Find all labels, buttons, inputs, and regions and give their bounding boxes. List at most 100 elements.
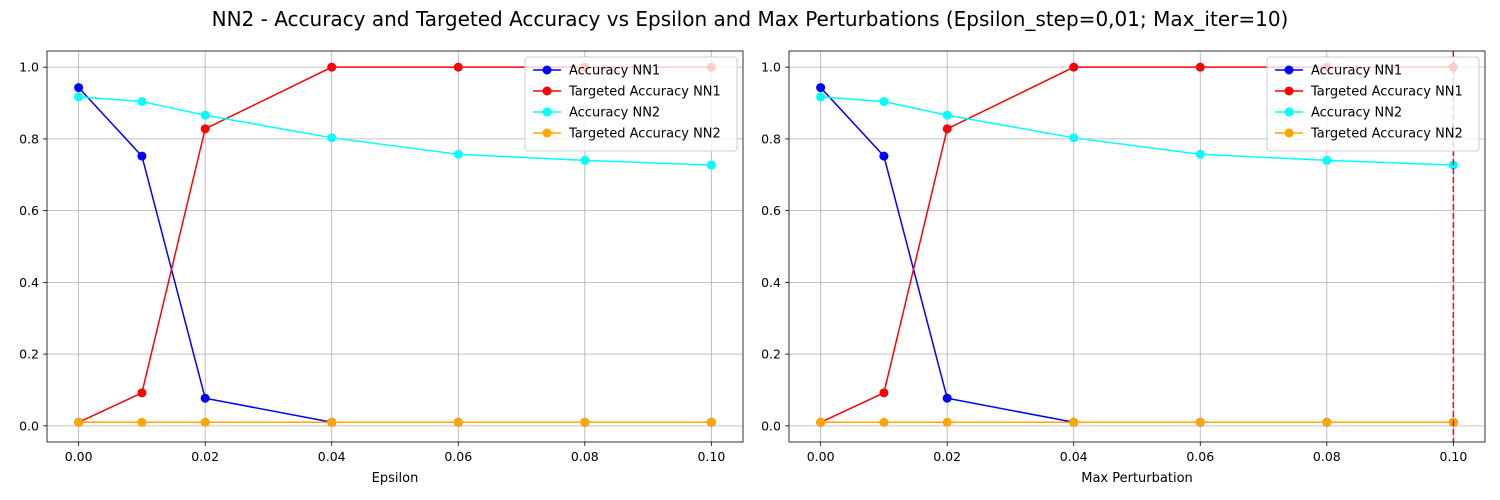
legend-swatch-marker [1284, 107, 1294, 117]
data-point [816, 417, 826, 427]
data-point [327, 133, 337, 143]
data-point [74, 417, 84, 427]
legend-swatch-marker [542, 65, 552, 75]
data-point [879, 388, 889, 398]
legend-swatch-marker [542, 86, 552, 96]
x-tick-label: 0.06 [1186, 449, 1214, 464]
data-point [1195, 62, 1205, 72]
x-tick-label: 0.00 [807, 449, 835, 464]
legend-label: Targeted Accuracy NN2 [568, 127, 721, 142]
y-tick-label: 0.8 [19, 131, 39, 146]
data-point [1322, 417, 1332, 427]
series-accuracy-nn2 [74, 92, 716, 170]
data-point [327, 62, 337, 72]
data-point [942, 417, 952, 427]
data-point [879, 97, 889, 107]
data-point [1322, 155, 1332, 165]
legend-box [1266, 56, 1480, 152]
legend-swatch-marker [1284, 86, 1294, 96]
data-point [816, 92, 826, 102]
legend-item: Accuracy NN1 [533, 64, 660, 79]
legend-swatch-marker [542, 107, 552, 117]
plot-frame [788, 50, 1486, 443]
data-point [879, 417, 889, 427]
x-tick-label: 0.08 [1313, 449, 1341, 464]
data-point [137, 388, 147, 398]
x-tick-label: 0.04 [318, 449, 346, 464]
data-point [706, 160, 716, 170]
data-point [1195, 417, 1205, 427]
data-point [137, 151, 147, 161]
legend-box [524, 56, 738, 152]
y-tick-label: 0.0 [761, 418, 781, 433]
data-point [816, 83, 826, 93]
legend-label: Accuracy NN2 [569, 106, 660, 121]
legend-label: Targeted Accuracy NN2 [1310, 127, 1463, 142]
data-point [1448, 160, 1458, 170]
figure-title: NN2 - Accuracy and Targeted Accuracy vs … [212, 7, 1289, 31]
legend-label: Accuracy NN1 [1311, 64, 1402, 79]
data-point [74, 83, 84, 93]
x-tick-label: 0.10 [1439, 449, 1467, 464]
legend-item: Targeted Accuracy NN2 [1275, 127, 1463, 142]
x-axis-label: Epsilon [372, 471, 419, 486]
data-point [1195, 149, 1205, 159]
data-point [137, 97, 147, 107]
legend-swatch-marker [1284, 128, 1294, 138]
legend-item: Targeted Accuracy NN1 [1275, 85, 1463, 100]
data-point [942, 393, 952, 403]
data-point [580, 417, 590, 427]
legend-item: Accuracy NN1 [1275, 64, 1402, 79]
x-tick-label: 0.06 [444, 449, 472, 464]
y-tick-label: 1.0 [761, 60, 781, 75]
y-tick-label: 0.0 [19, 418, 39, 433]
data-point [453, 149, 463, 159]
legend-label: Targeted Accuracy NN1 [1310, 85, 1463, 100]
x-tick-label: 0.02 [933, 449, 961, 464]
legend-label: Accuracy NN1 [569, 64, 660, 79]
legend: Accuracy NN1 Targeted Accuracy NN1 Accurac… [1266, 56, 1480, 152]
series-targeted-accuracy-nn2 [74, 417, 716, 427]
data-point [580, 155, 590, 165]
y-tick-label: 0.4 [761, 275, 781, 290]
data-point [942, 124, 952, 134]
data-point [453, 417, 463, 427]
data-point [706, 417, 716, 427]
data-point [1069, 62, 1079, 72]
y-tick-label: 1.0 [19, 60, 39, 75]
y-tick-label: 0.8 [761, 131, 781, 146]
y-tick-label: 0.6 [761, 203, 781, 218]
data-point [327, 417, 337, 427]
x-tick-label: 0.10 [697, 449, 725, 464]
data-point [1069, 133, 1079, 143]
y-tick-label: 0.2 [761, 347, 781, 362]
legend-item: Targeted Accuracy NN2 [533, 127, 721, 142]
data-point [200, 417, 210, 427]
legend-swatch-marker [542, 128, 552, 138]
x-tick-label: 0.08 [571, 449, 599, 464]
plot-frame [46, 50, 744, 443]
data-point [200, 110, 210, 120]
data-point [1069, 417, 1079, 427]
x-axis-label: Max Perturbation [1081, 471, 1193, 486]
x-tick-label: 0.04 [1060, 449, 1088, 464]
legend-label: Accuracy NN2 [1311, 106, 1402, 121]
legend-item: Accuracy NN2 [1275, 106, 1402, 121]
series-targeted-accuracy-nn2 [816, 417, 1458, 427]
data-point [200, 393, 210, 403]
data-point [74, 92, 84, 102]
x-tick-label: 0.00 [65, 449, 93, 464]
data-point [879, 151, 889, 161]
data-point [942, 110, 952, 120]
legend-label: Targeted Accuracy NN1 [568, 85, 721, 100]
y-tick-label: 0.2 [19, 347, 39, 362]
data-point [453, 62, 463, 72]
legend: Accuracy NN1 Targeted Accuracy NN1 Accurac… [524, 56, 738, 152]
chart-panel-2: 0.00 0.02 0.04 0.06 0.08 0.10 0.0 0.2 0.4 0.6 0.8 1… [761, 50, 1486, 486]
legend-swatch-marker [1284, 65, 1294, 75]
data-point [137, 417, 147, 427]
data-point [200, 124, 210, 134]
x-tick-label: 0.02 [191, 449, 219, 464]
